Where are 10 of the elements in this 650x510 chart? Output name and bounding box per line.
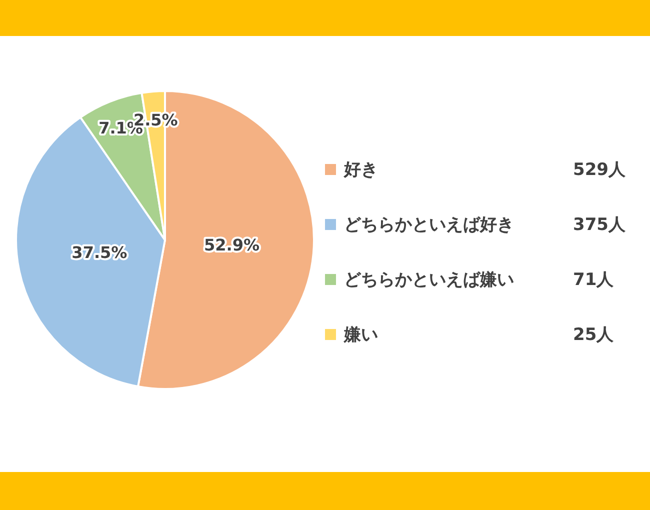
legend-label: どちらかといえば嫌い — [344, 269, 515, 291]
legend-label: どちらかといえば好き — [344, 214, 515, 236]
data-label: 52.9% — [204, 235, 260, 254]
legend-label: 嫌い — [344, 324, 379, 346]
text: 529人 — [573, 159, 626, 181]
data-label: 37.5% — [72, 243, 128, 262]
legend-label: 好き — [344, 159, 379, 181]
text: 71人 — [573, 269, 615, 291]
text: 25人 — [573, 324, 615, 346]
text: 375人 — [573, 214, 626, 236]
